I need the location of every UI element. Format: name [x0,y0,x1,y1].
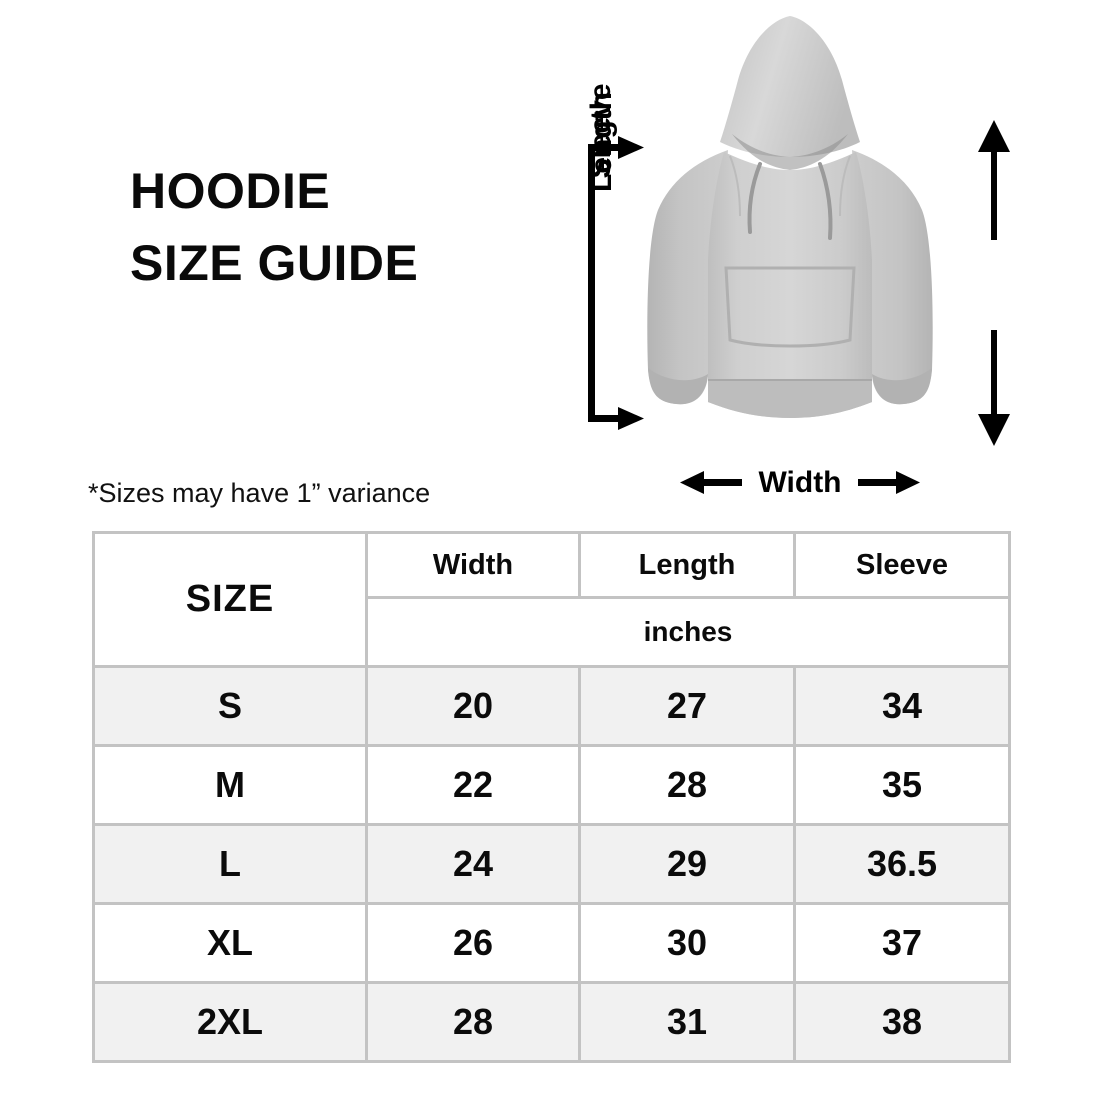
hoodie-illustration [647,16,933,418]
table-row: XL 26 30 37 [92,902,1011,984]
table-row: 2XL 28 31 38 [92,981,1011,1063]
hoodie-body [708,152,872,418]
page-title-line-2: SIZE GUIDE [130,235,419,291]
shoulder-seam-left [729,155,741,217]
page-title: HOODIE SIZE GUIDE [130,155,570,299]
width-label: Width [758,465,842,499]
header-cell-width: Width [365,531,581,599]
header-cell-units: inches [365,596,1011,668]
length-lower-shaft [991,330,997,426]
sleeve-top-arrowhead [618,136,644,159]
cell-sleeve: 35 [793,744,1011,826]
hoodie-figure: Sleeve Length Width [560,0,1040,515]
page-title-line-1: HOODIE [130,163,331,219]
cell-sleeve: 37 [793,902,1011,984]
header-cell-sleeve: Sleeve [793,531,1011,599]
cell-length: 29 [578,823,796,905]
cell-width: 28 [365,981,581,1063]
drawstring-right [818,162,833,240]
hood-opening [732,134,848,170]
size-chart-table: SIZE Width Length Sleeve inches S 20 27 … [92,531,1011,1063]
drawstring-left [747,162,762,234]
sleeve-top-arm [588,144,622,151]
width-measure-annotation: Width [655,455,945,510]
shoulder-seam-right [839,155,851,217]
right-sleeve [852,150,933,405]
cell-length: 27 [578,665,796,747]
table-header-row-units: inches [94,596,1011,668]
cell-length: 30 [578,902,796,984]
length-measure-annotation [978,120,1010,446]
cell-size: S [92,665,368,747]
cell-size: L [92,823,368,905]
cell-length: 28 [578,744,796,826]
cell-size: M [92,744,368,826]
cell-size: XL [92,902,368,984]
sleeve-measure-line [588,144,595,422]
cell-width: 24 [365,823,581,905]
sleeve-measure-annotation [588,136,644,430]
cell-width: 20 [365,665,581,747]
length-label: Length [585,92,618,192]
waistband [708,380,872,418]
table-row: M 22 28 35 [92,744,1011,826]
width-left-arrow-icon [680,470,743,494]
table-header-row-measures: SIZE Width Length Sleeve [92,531,1011,668]
sleeve-bottom-arm [588,415,622,422]
left-cuff [648,368,708,405]
table-row: S 20 27 34 [92,665,1011,747]
kangaroo-pocket [724,266,856,348]
cell-sleeve: 36.5 [793,823,1011,905]
cell-sleeve: 38 [793,981,1011,1063]
cell-length: 31 [578,981,796,1063]
right-cuff [872,368,932,405]
length-up-arrowhead [978,120,1010,152]
variance-note: *Sizes may have 1” variance [88,478,431,508]
cell-width: 26 [365,902,581,984]
length-down-arrowhead [978,414,1010,446]
header-cell-size: SIZE [92,531,368,668]
width-right-arrow-icon [857,470,920,494]
length-upper-shaft [991,142,997,240]
header-cell-length: Length [578,531,796,599]
cell-sleeve: 34 [793,665,1011,747]
cell-width: 22 [365,744,581,826]
table-row: L 24 29 36.5 [92,823,1011,905]
left-sleeve [647,150,728,405]
hood-shape [720,16,860,157]
cell-size: 2XL [92,981,368,1063]
sleeve-bottom-arrowhead [618,407,644,430]
